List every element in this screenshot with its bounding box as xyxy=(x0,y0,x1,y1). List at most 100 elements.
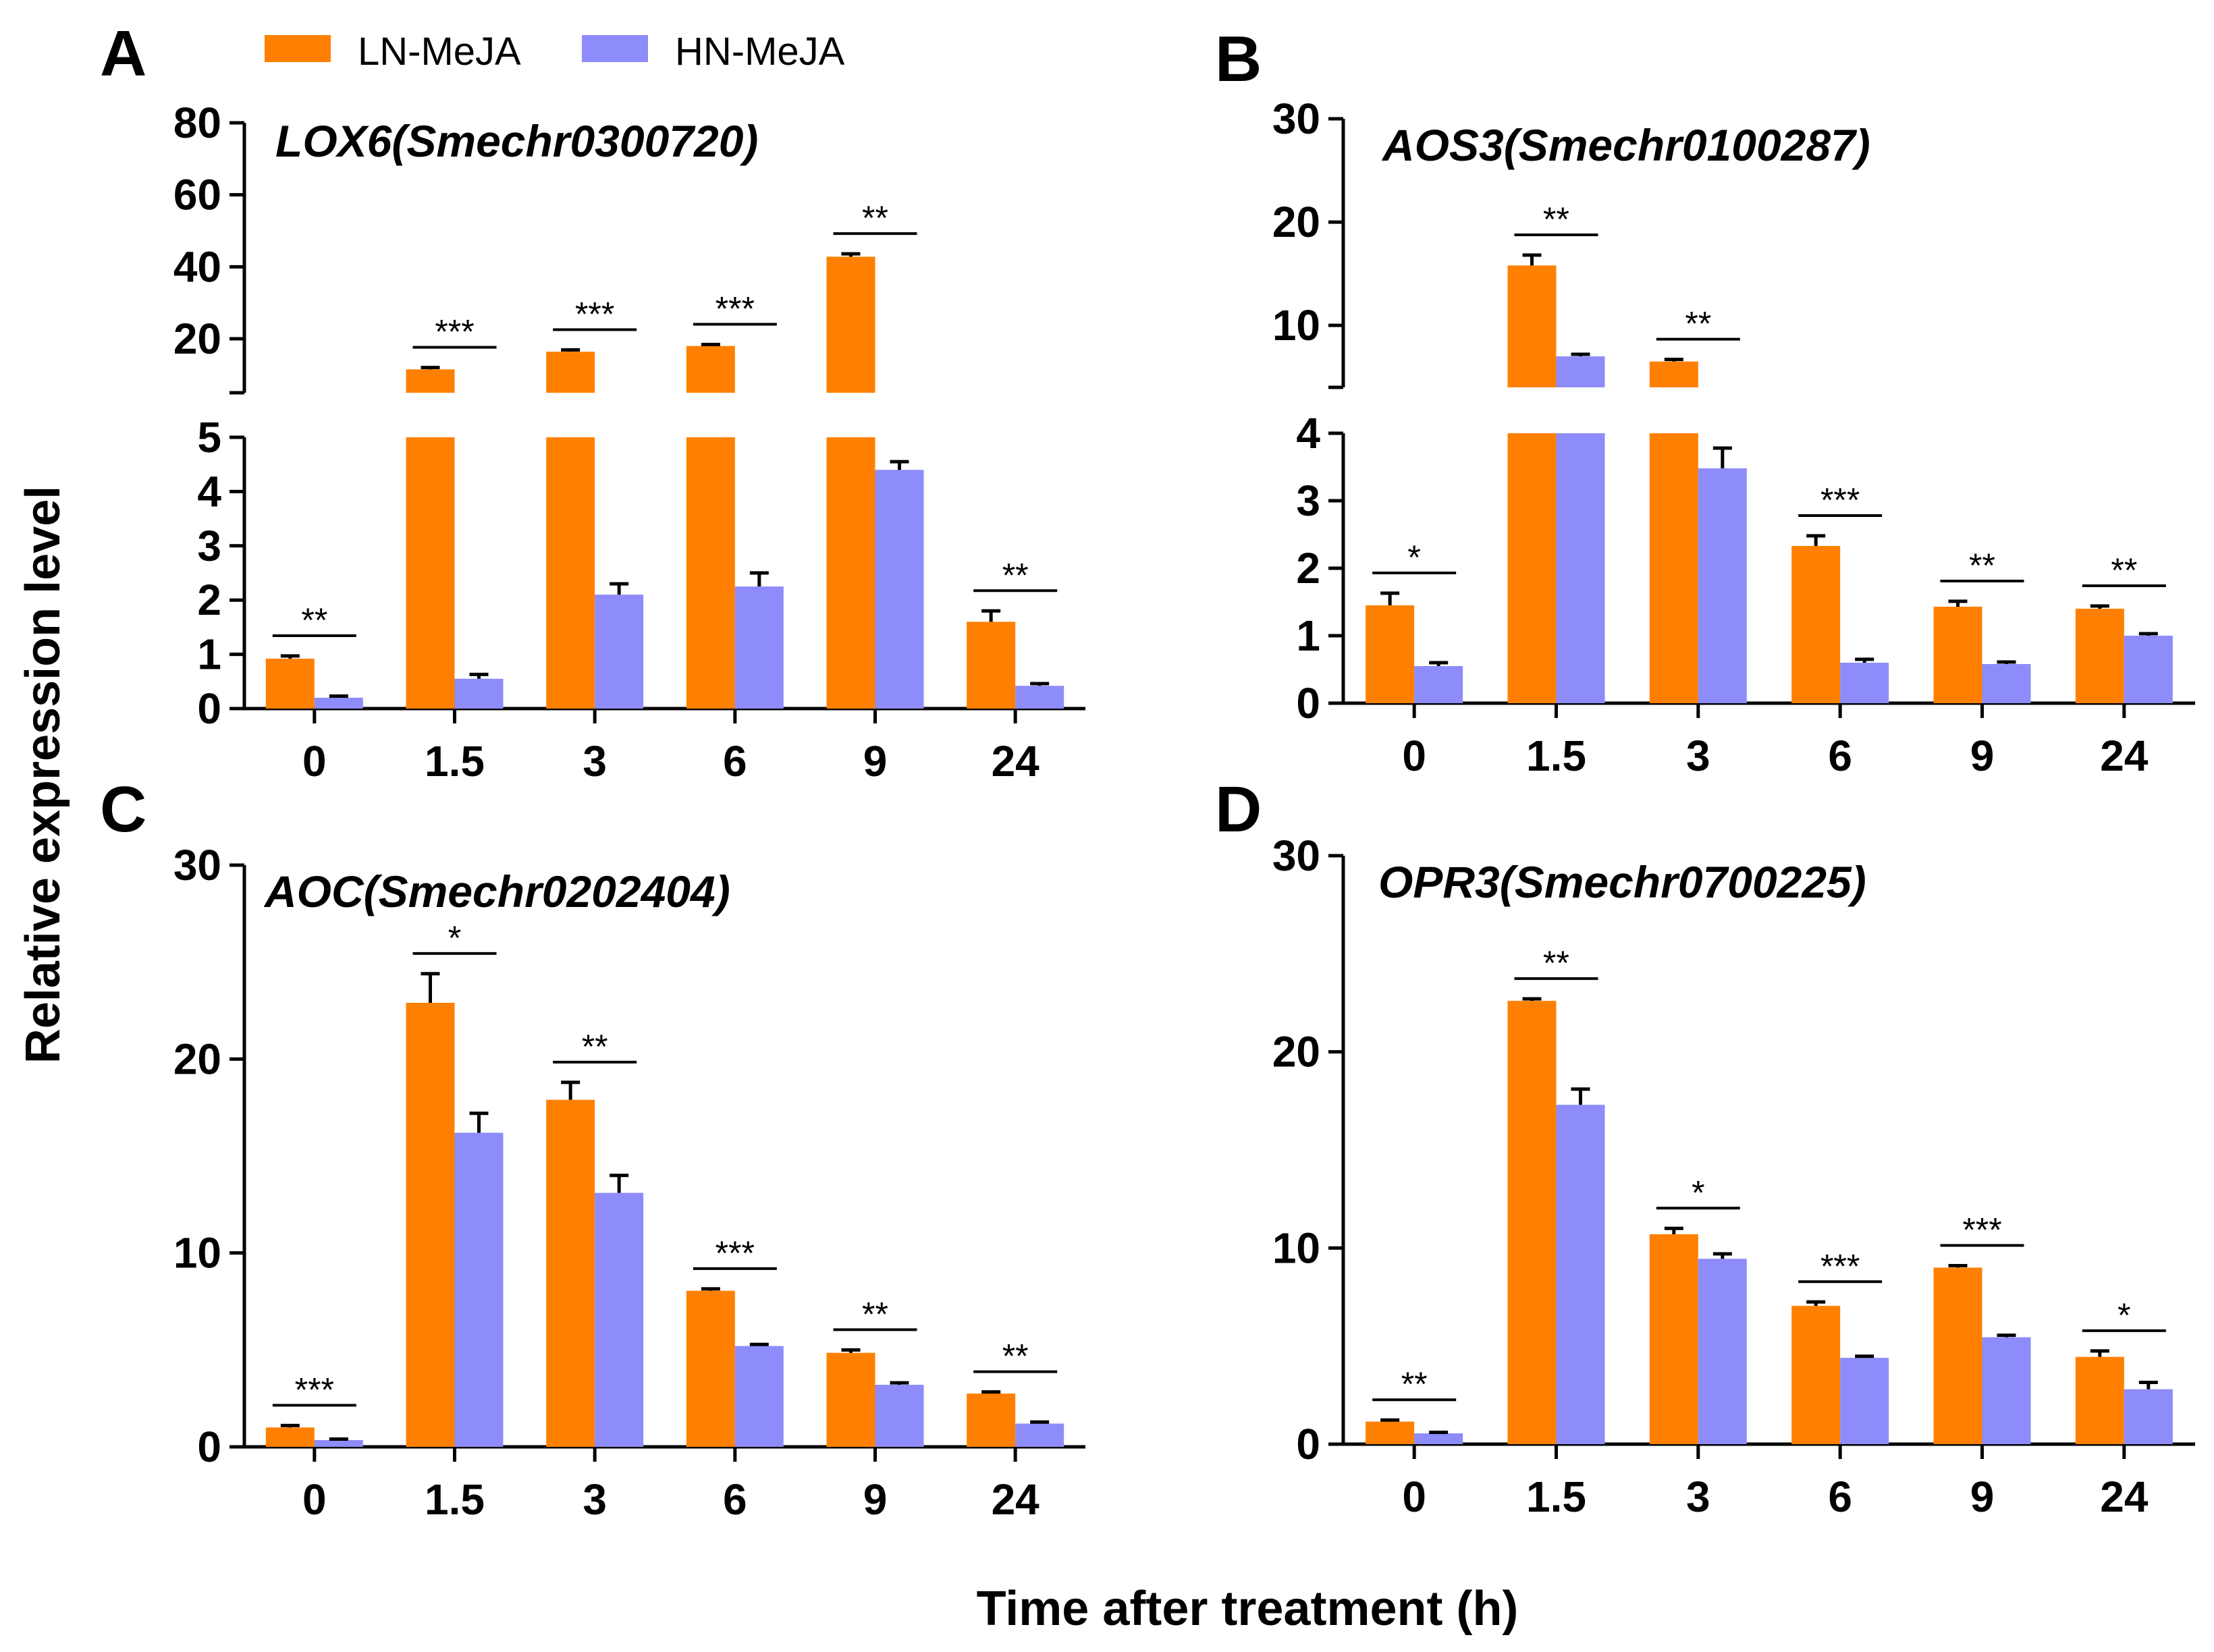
panel-b-significance-label: ** xyxy=(2111,551,2137,589)
panel-a-significance-label: ** xyxy=(862,199,888,237)
panel-b-x-tick-label: 9 xyxy=(1970,732,1995,780)
panel-b-bar-hn xyxy=(1698,468,1747,703)
legend-label-ln: LN-MeJA xyxy=(358,30,521,74)
panel-a-bar-ln xyxy=(686,437,735,709)
panel-c-bar-hn xyxy=(595,1192,644,1447)
panel-c-x-tick-label: 0 xyxy=(302,1475,327,1524)
panel-a-y-tick-label: 0 xyxy=(197,684,221,733)
panel-letter-b: B xyxy=(1215,23,1262,95)
panel-c-x-tick-label: 9 xyxy=(863,1475,888,1524)
panel-d-bar-hn xyxy=(1414,1433,1463,1444)
panel-c-x-tick-label: 3 xyxy=(583,1475,607,1524)
panel-b-bar-ln-upper xyxy=(1507,265,1557,387)
panel-b-x-tick-label: 6 xyxy=(1828,732,1852,780)
panel-c-x-tick-label: 1.5 xyxy=(425,1475,485,1524)
panel-c-bar-hn xyxy=(314,1439,363,1447)
panel-c-title: AOC(Smechr0202404) xyxy=(263,866,730,916)
panel-b-x-tick-label: 1.5 xyxy=(1526,732,1586,780)
panel-d-significance-label: *** xyxy=(1820,1247,1860,1285)
panel-a-y-tick-label: 2 xyxy=(197,576,221,624)
panel-a-bar-hn xyxy=(314,697,363,709)
panel-a-bar-ln xyxy=(826,437,875,709)
panel-a-bar-ln-upper xyxy=(546,352,595,393)
panel-a-x-tick-label: 6 xyxy=(723,737,747,786)
panel-c-significance-label: *** xyxy=(295,1371,334,1408)
panel-a-significance-label: ** xyxy=(1002,556,1029,594)
panel-a-bar-ln xyxy=(406,437,455,709)
panel-a-y-tick-label: 80 xyxy=(173,99,221,147)
panel-b-significance-label: *** xyxy=(1820,481,1860,519)
panel-d-y-tick-label: 20 xyxy=(1272,1028,1320,1076)
panel-d-x-tick-label: 6 xyxy=(1828,1472,1852,1521)
panel-d-chart: 0 10 20 30 0 ** 1.5 ** 3 * 6 *** 9 *** 24 * xyxy=(1272,831,2195,1521)
x-axis-title: Time after treatment (h) xyxy=(977,1582,1519,1636)
panel-d-bar-ln xyxy=(1933,1267,1982,1444)
panel-a-significance-label: ** xyxy=(301,601,327,639)
panel-a-bar-ln xyxy=(265,659,315,709)
panel-d-significance-label: * xyxy=(2117,1296,2130,1334)
panel-d-bar-hn xyxy=(1698,1259,1747,1444)
panel-c-bar-hn xyxy=(454,1132,504,1447)
panel-a-x-tick-label: 9 xyxy=(863,737,888,786)
panel-c-bar-ln xyxy=(686,1290,735,1447)
panel-b-y-tick-label: 1 xyxy=(1296,611,1320,660)
panel-b-significance-label: ** xyxy=(1685,305,1711,343)
panel-a-title: LOX6(Smechr0300720) xyxy=(275,116,758,166)
panel-b-bar-ln xyxy=(1366,605,1415,703)
panel-c-y-tick-label: 0 xyxy=(197,1423,221,1471)
panel-c-significance-label: *** xyxy=(716,1234,755,1272)
panel-d-title: OPR3(Smechr0700225) xyxy=(1378,857,1866,907)
panel-a-y-tick-label: 60 xyxy=(173,171,221,219)
panel-a-y-tick-label: 3 xyxy=(197,522,221,570)
panel-b-bar-hn xyxy=(1840,663,1889,703)
panel-a-bar-hn xyxy=(1015,686,1064,709)
panel-a-bar-hn xyxy=(454,678,504,709)
panel-c-bar-ln xyxy=(826,1352,875,1447)
panel-d-bar-ln xyxy=(1791,1306,1841,1444)
panel-a-bar-hn xyxy=(595,595,644,709)
panel-d-significance-label: *** xyxy=(1962,1211,2001,1248)
panel-d-x-tick-label: 9 xyxy=(1970,1472,1995,1521)
panel-c-y-tick-label: 30 xyxy=(173,841,221,889)
panel-b-title: AOS3(Smechr0100287) xyxy=(1381,120,1870,170)
panel-d-bar-hn xyxy=(1982,1337,2031,1444)
panel-c-bar-hn xyxy=(734,1346,784,1447)
panel-a-y-tick-label: 1 xyxy=(197,630,221,679)
panel-b-bar-hn xyxy=(1414,666,1463,703)
panel-b-x-tick-label: 24 xyxy=(2100,732,2149,780)
panel-d-bar-hn xyxy=(2124,1389,2173,1444)
panel-letter-a: A xyxy=(100,18,146,90)
panel-d-y-tick-label: 10 xyxy=(1272,1223,1320,1272)
panel-a-x-tick-label: 24 xyxy=(992,737,1040,786)
panel-d-y-tick-label: 0 xyxy=(1296,1420,1320,1468)
panel-d-y-tick-label: 30 xyxy=(1272,831,1320,880)
panel-d-bar-ln xyxy=(1366,1421,1415,1444)
panel-a-significance-label: *** xyxy=(575,296,614,333)
panel-b-bar-ln xyxy=(1649,433,1698,703)
panel-c-y-tick-label: 10 xyxy=(173,1229,221,1277)
panel-a-y-tick-label: 5 xyxy=(197,413,221,462)
panel-c-y-tick-label: 20 xyxy=(173,1035,221,1083)
panel-a-bar-hn xyxy=(734,586,784,709)
panel-b-y-tick-label: 10 xyxy=(1272,301,1320,350)
panel-c-chart: 0 10 20 30 0 *** 1.5 * 3 ** 6 *** 9 ** 24 ** xyxy=(173,841,1085,1524)
legend-label-hn: HN-MeJA xyxy=(675,30,845,74)
panel-d-x-tick-label: 1.5 xyxy=(1526,1472,1586,1521)
y-axis-title: Relative expression level xyxy=(16,486,70,1064)
panel-b-bar-hn xyxy=(1982,664,2031,703)
panel-c-bar-ln xyxy=(265,1427,315,1447)
panel-a-bar-ln xyxy=(546,437,595,709)
panel-b-significance-label: ** xyxy=(1543,200,1569,238)
panel-a-bar-hn xyxy=(875,470,924,709)
panel-b-y-tick-label: 20 xyxy=(1272,198,1320,246)
panel-b-x-tick-label: 3 xyxy=(1686,732,1710,780)
panel-b-bar-hn xyxy=(2124,636,2173,703)
panel-c-significance-label: * xyxy=(448,919,461,957)
panel-c-significance-label: ** xyxy=(582,1028,608,1066)
panel-d-bar-ln xyxy=(1507,1001,1557,1444)
panel-b-significance-label: * xyxy=(1407,539,1420,576)
panel-b-bar-hn-upper xyxy=(1556,356,1605,387)
panel-d-significance-label: ** xyxy=(1401,1365,1428,1403)
panel-a-y-tick-label: 4 xyxy=(197,467,221,516)
